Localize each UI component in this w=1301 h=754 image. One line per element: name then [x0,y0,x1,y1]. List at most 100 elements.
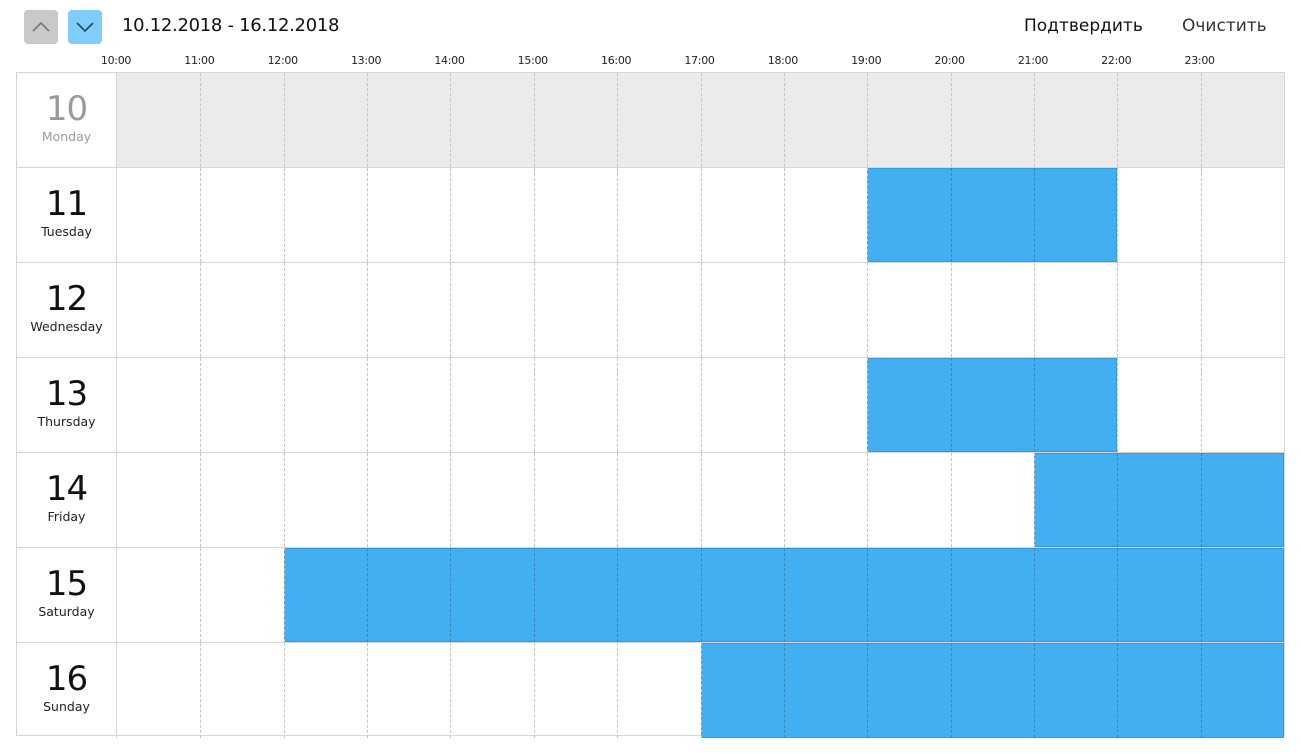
hour-gridline [283,168,285,262]
previous-week-button[interactable] [24,10,58,44]
hour-gridline [700,168,702,262]
day-name: Tuesday [41,224,92,239]
hour-label: 20:00 [934,54,965,67]
hour-gridline [617,263,619,357]
hour-label: 14:00 [434,54,465,67]
hour-gridline [200,453,202,547]
day-header: 15 Saturday [17,548,117,642]
hour-gridline [283,73,285,167]
day-name: Monday [41,129,92,144]
hour-gridline [200,263,202,357]
hour-gridline [1200,643,1202,738]
hour-gridline [617,453,619,547]
day-time-track[interactable] [117,643,1284,738]
hour-scale: 10:00 11:00 12:00 13:00 14:00 15:00 16:00 17:00… [0,52,1301,72]
day-row: 16 Sunday [17,643,1284,738]
day-number: 12 [45,279,88,319]
day-time-track[interactable] [117,358,1284,452]
selected-time-block[interactable] [1033,453,1284,547]
hour-gridline [1200,453,1202,547]
hour-gridline [450,358,452,452]
toolbar: 10.12.2018 - 16.12.2018 Подтвердить Очис… [0,0,1301,52]
hour-gridline [367,453,369,547]
hour-gridline [950,453,952,547]
hour-label: 16:00 [601,54,632,67]
hour-gridline [450,168,452,262]
hour-gridline [1033,643,1035,738]
day-number: 16 [45,659,88,699]
hour-gridline [617,548,619,642]
hour-gridline [950,643,952,738]
hour-gridline [783,263,785,357]
hour-gridline [950,358,952,452]
hour-gridline [1200,73,1202,167]
hour-gridline [200,548,202,642]
hour-gridline [867,548,869,642]
hour-gridline [200,358,202,452]
selected-time-block[interactable] [700,643,1284,738]
day-number: 13 [45,374,88,414]
confirm-button[interactable]: Подтвердить [1024,16,1143,36]
hour-label: 19:00 [851,54,882,67]
hour-gridline [700,453,702,547]
hour-label: 18:00 [767,54,799,67]
hour-gridline [700,358,702,452]
hour-gridline [200,73,202,167]
hour-gridline [1033,168,1035,262]
hour-gridline [367,168,369,262]
day-time-track[interactable] [117,548,1284,642]
day-name: Wednesday [30,319,103,334]
hour-gridline [867,453,869,547]
day-time-track[interactable] [117,263,1284,357]
hour-gridline [700,548,702,642]
hour-label: 12:00 [267,54,299,67]
hour-gridline [1117,168,1119,262]
hour-gridline [533,548,535,642]
hour-gridline [783,548,785,642]
day-number: 11 [45,184,88,224]
hour-gridline [1033,263,1035,357]
hour-gridline [367,358,369,452]
hour-label: 11:00 [184,54,215,67]
hour-gridline [950,263,952,357]
clear-button[interactable]: Очистить [1182,16,1267,36]
day-row: 14 Friday [17,453,1284,548]
hour-gridline [200,168,202,262]
day-header: 11 Tuesday [17,168,117,262]
hour-gridline [1117,548,1119,642]
day-header: 13 Thursday [17,358,117,452]
hour-gridline [1033,73,1035,167]
day-name: Friday [47,509,86,524]
hour-gridline [200,643,202,738]
hour-gridline [367,73,369,167]
hour-label: 13:00 [350,54,382,67]
hour-gridline [950,548,952,642]
hour-gridline [1033,548,1035,642]
selected-time-block[interactable] [867,168,1118,262]
selected-time-block[interactable] [867,358,1118,452]
hour-gridline [1200,263,1202,357]
hour-gridline [617,643,619,738]
hour-gridline [283,263,285,357]
hour-gridline [450,263,452,357]
hour-gridline [1117,643,1119,738]
day-name: Sunday [43,699,90,714]
hour-gridline [1033,358,1035,452]
day-time-track[interactable] [117,168,1284,262]
day-time-track[interactable] [117,453,1284,547]
hour-gridline [1200,168,1202,262]
hour-gridline [783,73,785,167]
hour-gridline [783,643,785,738]
hour-gridline [283,453,285,547]
hour-label: 22:00 [1101,54,1132,67]
hour-gridline [283,358,285,452]
next-week-button[interactable] [68,10,102,44]
hour-gridline [950,73,952,167]
day-time-track [117,73,1284,167]
day-row: 10 Monday [17,73,1284,168]
day-header: 10 Monday [17,73,117,167]
schedule-grid: 10 Monday 11 Tuesday 12 Wednesday 13 Thursday 14… [16,72,1285,738]
day-row: 13 Thursday [17,358,1284,453]
hour-gridline [867,643,869,738]
hour-gridline [367,263,369,357]
